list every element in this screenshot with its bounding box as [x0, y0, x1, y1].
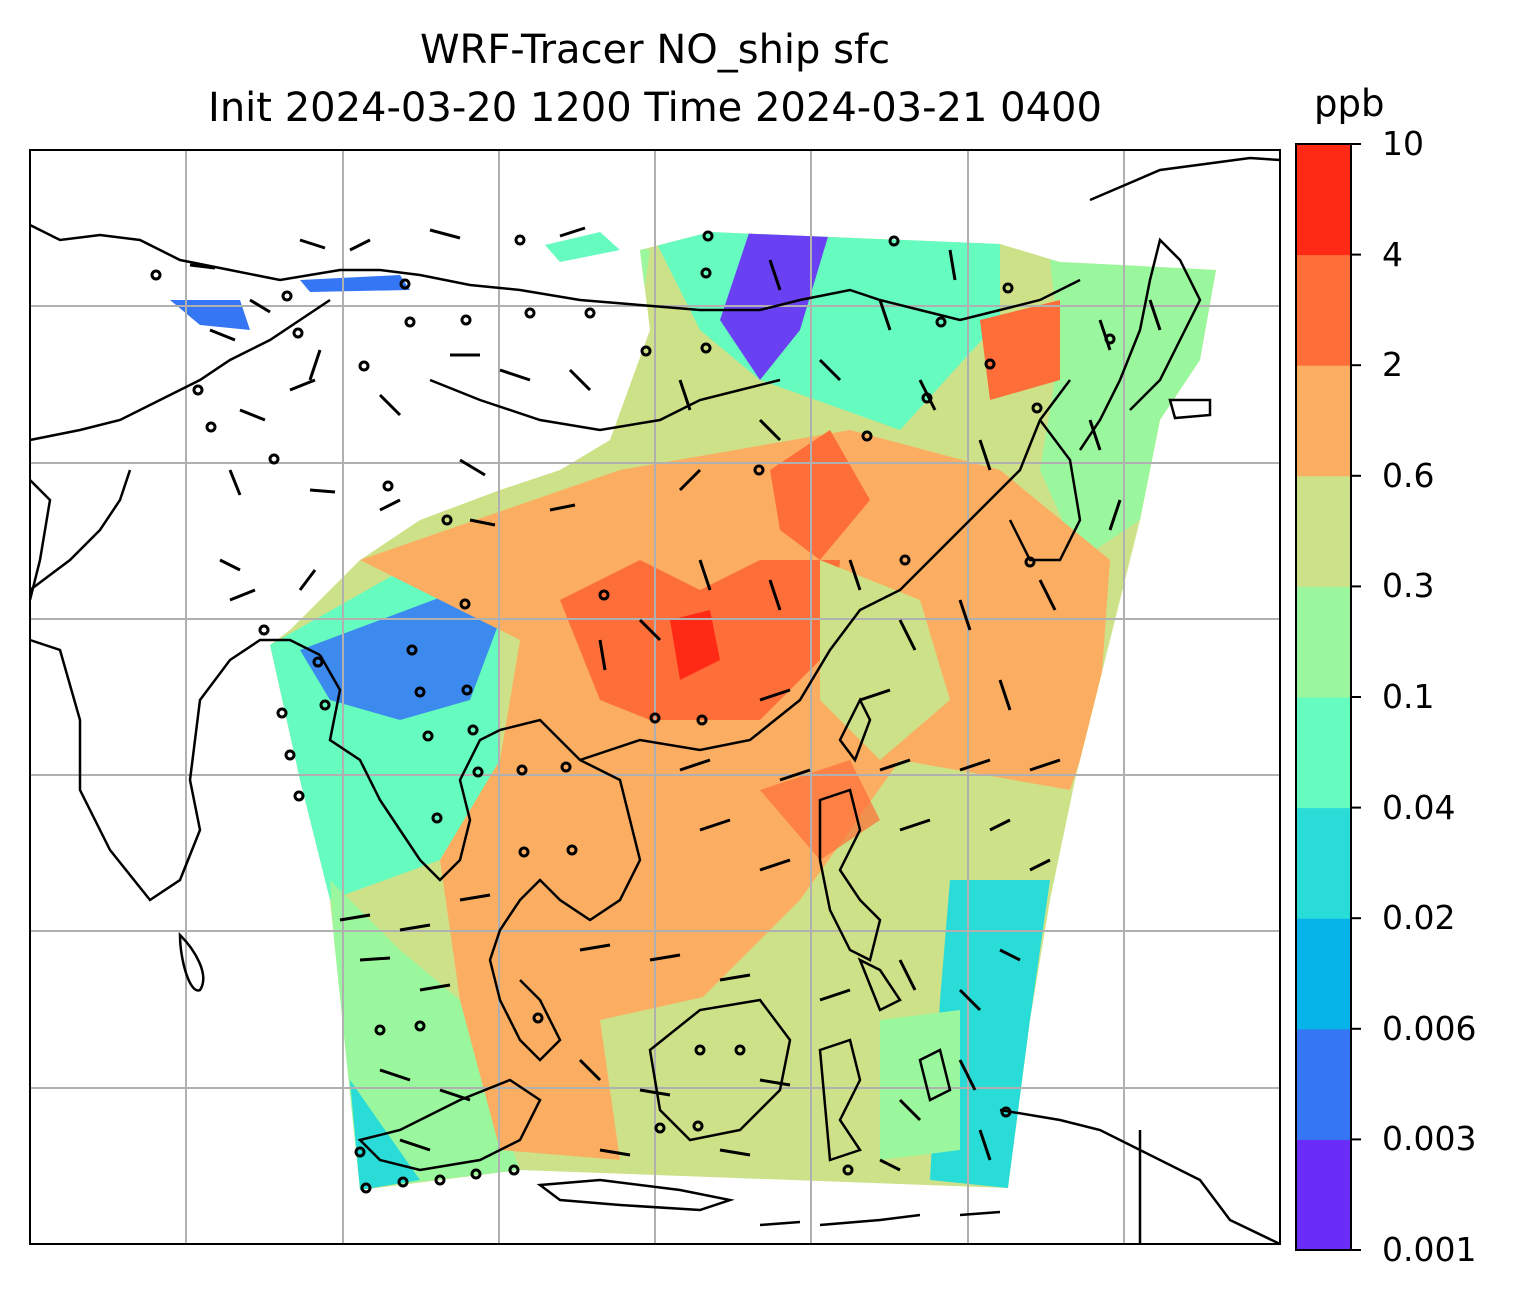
- wind-barbs: [189, 226, 1162, 1172]
- map-title: WRF-Tracer NO_ship sfc: [419, 27, 891, 73]
- colorbar-tick-label: 0.02: [1382, 898, 1456, 938]
- colorbar-tick-label: 0.006: [1382, 1008, 1477, 1048]
- colorbar-tick-label: 0.6: [1382, 455, 1435, 495]
- colorbar-band: [1296, 1139, 1351, 1251]
- colorbar-tick-label: 0.003: [1382, 1119, 1477, 1159]
- map-subtitle: Init 2024-03-20 1200 Time 2024-03-21 040…: [208, 85, 1102, 131]
- colorbar-tick-label: 0.001: [1382, 1230, 1477, 1269]
- colorbar-band: [1296, 475, 1351, 587]
- colorbar-units-label: ppb: [1314, 82, 1385, 125]
- colorbar-band: [1296, 144, 1351, 256]
- map-border: [29, 149, 1281, 1245]
- colorbar-band: [1296, 365, 1351, 477]
- colorbar-tick-label: 10: [1382, 124, 1424, 163]
- colorbar: [1296, 144, 1351, 1251]
- colorbar-tick-label: 0.04: [1382, 787, 1456, 827]
- colorbar-band: [1296, 1028, 1351, 1140]
- colorbar-band: [1296, 697, 1351, 809]
- colorbar-band: [1296, 254, 1351, 366]
- colorbar-ticks: [1351, 143, 1361, 1251]
- field-patch: [545, 232, 620, 262]
- calm-wind-markers: [150, 230, 1116, 1194]
- coastlines: [28, 156, 1281, 1246]
- colorbar-band: [1296, 586, 1351, 698]
- colorbar-band: [1296, 807, 1351, 919]
- field-patch: [300, 275, 410, 292]
- field-patch: [170, 300, 250, 330]
- colorbar-tick-label: 0.3: [1382, 566, 1435, 606]
- colorbar-band: [1296, 918, 1351, 1030]
- colorbar-tick-label: 0.1: [1382, 677, 1435, 716]
- colorbar-tick-label: 4: [1382, 234, 1403, 274]
- colorbar-tick-label: 2: [1382, 345, 1403, 385]
